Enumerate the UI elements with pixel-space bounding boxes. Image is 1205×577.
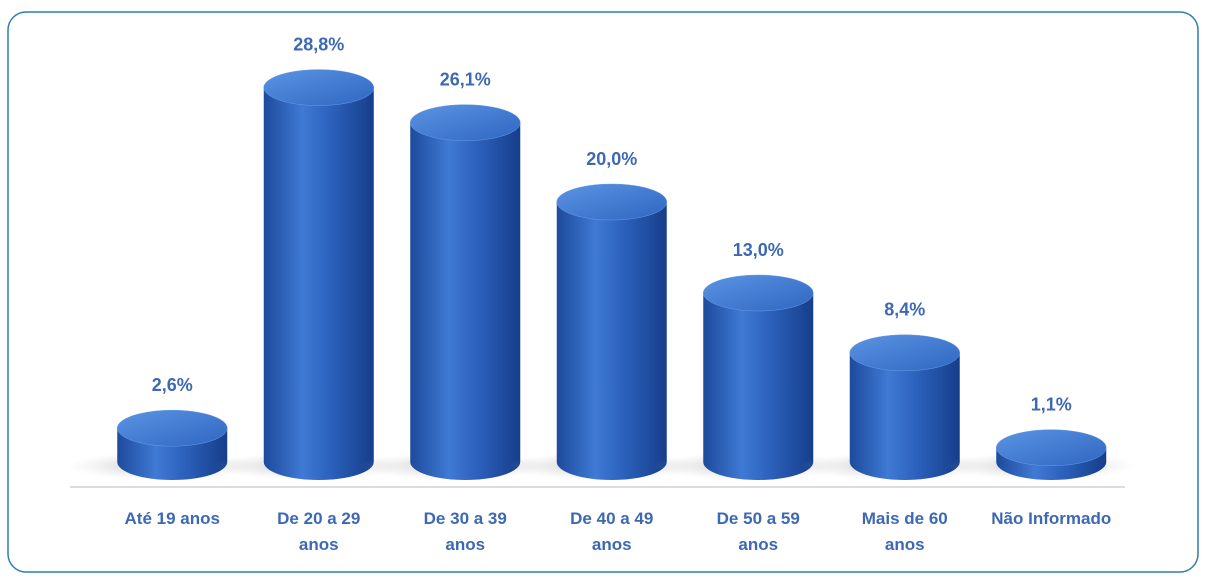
x-tick-label: De 30 a 39 anos bbox=[423, 509, 507, 554]
x-tick-label: De 20 a 29 anos bbox=[277, 509, 361, 554]
x-tick-label: Mais de 60 anos bbox=[861, 509, 948, 554]
x-tick-label: De 50 a 59 anos bbox=[716, 509, 800, 554]
bar bbox=[410, 122, 521, 480]
bar-top bbox=[117, 409, 228, 447]
value-label: 8,4% bbox=[884, 300, 925, 320]
value-label: 20,0% bbox=[586, 149, 637, 169]
bar-top bbox=[263, 69, 374, 106]
bar bbox=[556, 202, 667, 480]
frame bbox=[7, 11, 1199, 573]
value-label: 28,8% bbox=[293, 34, 344, 54]
bar bbox=[849, 352, 960, 480]
value-label: 26,1% bbox=[440, 69, 491, 89]
bar bbox=[263, 87, 374, 480]
x-tick-label: De 40 a 49 anos bbox=[570, 509, 654, 554]
bar-top bbox=[410, 104, 521, 141]
x-tick-label: Até 19 anos bbox=[124, 509, 220, 528]
bar-top bbox=[849, 334, 960, 372]
bar bbox=[703, 293, 814, 480]
bar-top bbox=[996, 429, 1107, 466]
bar-top bbox=[556, 183, 667, 221]
value-label: 13,0% bbox=[733, 240, 784, 260]
value-label: 2,6% bbox=[152, 375, 193, 395]
value-label: 1,1% bbox=[1031, 394, 1072, 414]
bar-top bbox=[703, 274, 814, 312]
x-tick-label: Não Informado bbox=[991, 509, 1112, 528]
